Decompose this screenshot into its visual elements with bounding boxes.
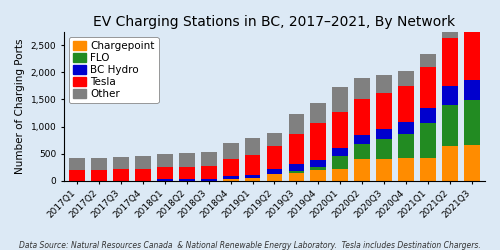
Bar — [332, 112, 348, 148]
Bar — [288, 134, 304, 164]
Bar — [420, 68, 436, 108]
Bar — [464, 15, 479, 32]
Bar — [420, 158, 436, 181]
Bar — [310, 160, 326, 167]
Bar — [398, 134, 414, 158]
Bar — [201, 152, 216, 166]
Bar — [266, 174, 282, 181]
Bar — [69, 170, 85, 181]
Bar — [91, 170, 107, 181]
Bar — [354, 144, 370, 159]
Bar — [442, 105, 458, 146]
Bar — [135, 169, 151, 181]
Bar — [288, 164, 304, 171]
Bar — [113, 170, 129, 181]
Bar — [354, 100, 370, 135]
Bar — [135, 156, 151, 169]
Bar — [398, 158, 414, 181]
Bar — [420, 54, 436, 68]
Bar — [244, 155, 260, 175]
Bar — [376, 129, 392, 139]
Bar — [442, 86, 458, 105]
Bar — [288, 114, 304, 134]
Bar — [244, 138, 260, 155]
Bar — [420, 123, 436, 158]
Bar — [113, 157, 129, 170]
Bar — [376, 139, 392, 159]
Bar — [157, 154, 172, 167]
Bar — [157, 167, 172, 179]
Bar — [464, 145, 479, 181]
Bar — [222, 176, 238, 179]
Bar — [310, 103, 326, 123]
Bar — [354, 135, 370, 144]
Bar — [420, 108, 436, 123]
Bar — [266, 146, 282, 170]
Bar — [288, 171, 304, 173]
Bar — [464, 80, 479, 100]
Bar — [266, 132, 282, 146]
Bar — [179, 153, 194, 167]
Bar — [69, 158, 85, 170]
Bar — [179, 179, 194, 181]
Bar — [464, 32, 479, 80]
Bar — [442, 23, 458, 38]
Bar — [398, 71, 414, 86]
Bar — [310, 167, 326, 170]
Bar — [332, 169, 348, 181]
Bar — [376, 159, 392, 181]
Bar — [464, 100, 479, 145]
Text: Data Source: Natural Resources Canada  & National Renewable Energy Laboratory.  : Data Source: Natural Resources Canada & … — [19, 240, 481, 250]
Bar — [354, 78, 370, 100]
Bar — [157, 179, 172, 181]
Bar — [398, 86, 414, 122]
Bar — [310, 170, 326, 181]
Bar — [222, 143, 238, 158]
Bar — [179, 167, 194, 179]
Bar — [442, 146, 458, 181]
Bar — [244, 175, 260, 178]
Bar — [266, 170, 282, 174]
Y-axis label: Number of Charging Ports: Number of Charging Ports — [15, 38, 25, 174]
Bar — [398, 122, 414, 134]
Bar — [332, 88, 348, 112]
Bar — [442, 38, 458, 86]
Bar — [222, 179, 238, 181]
Bar — [91, 158, 107, 170]
Bar — [332, 148, 348, 156]
Bar — [288, 173, 304, 181]
Bar — [201, 166, 216, 179]
Bar — [376, 94, 392, 129]
Bar — [354, 159, 370, 181]
Bar — [376, 75, 392, 94]
Bar — [201, 179, 216, 181]
Bar — [244, 178, 260, 181]
Bar — [310, 123, 326, 160]
Bar — [332, 156, 348, 169]
Legend: Chargepoint, FLO, BC Hydro, Tesla, Other: Chargepoint, FLO, BC Hydro, Tesla, Other — [69, 37, 158, 104]
Title: EV Charging Stations in BC, 2017–2021, By Network: EV Charging Stations in BC, 2017–2021, B… — [94, 15, 456, 29]
Bar — [222, 158, 238, 176]
